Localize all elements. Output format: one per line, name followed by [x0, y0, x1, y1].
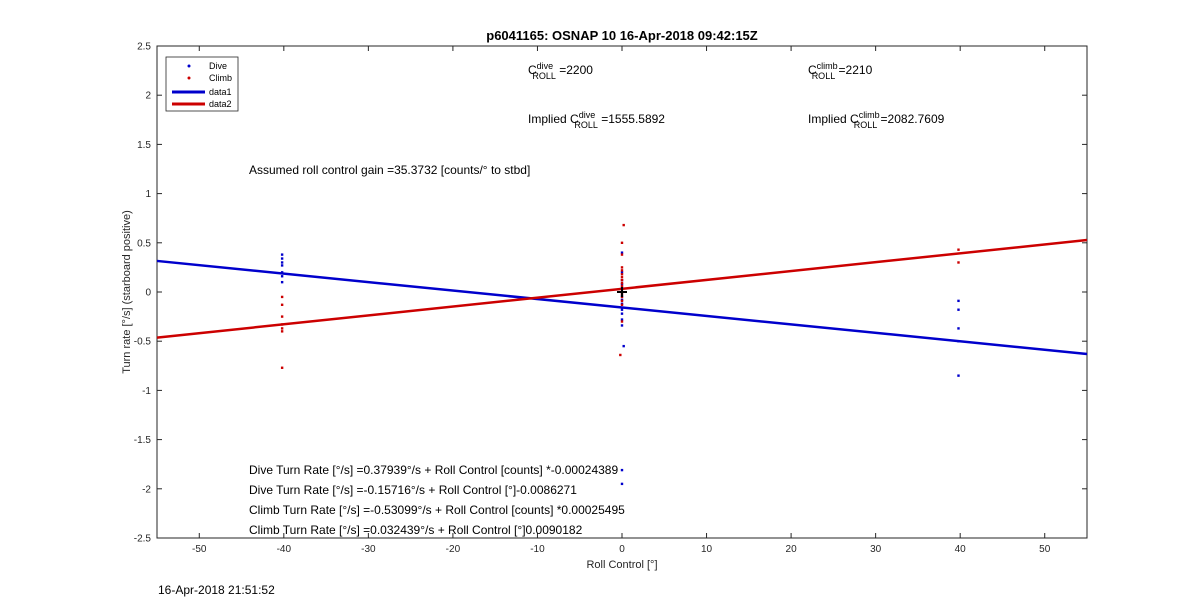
x-tick-label: 30 [870, 544, 882, 555]
y-tick-label: 1.5 [137, 140, 151, 151]
point-climb [957, 248, 960, 251]
point-dive [957, 327, 960, 330]
annotation-eq2: Dive Turn Rate [°/s] =-0.15716°/s + Roll… [249, 483, 577, 497]
point-climb [620, 241, 624, 244]
point-climb [957, 261, 960, 264]
x-tick-label: -30 [361, 544, 376, 555]
x-tick-label: -40 [277, 544, 292, 555]
annotation-c_climb: Cclimb ROLL =2210 [808, 61, 873, 81]
chart-title: p6041165: OSNAP 10 16-Apr-2018 09:42:15Z [486, 28, 758, 43]
point-dive [620, 271, 624, 274]
point-climb [280, 303, 284, 306]
x-tick-label: 20 [786, 544, 798, 555]
x-tick-label: -50 [192, 544, 207, 555]
point-dive [280, 275, 284, 278]
origin-marker [617, 287, 627, 297]
y-tick-label: 1 [145, 189, 151, 200]
annotation-gain: Assumed roll control gain =35.3732 [coun… [249, 163, 530, 177]
point-dive [280, 271, 284, 274]
legend-box [165, 56, 239, 112]
y-tick-label: 2.5 [137, 42, 151, 53]
x-tick-label: -10 [530, 544, 545, 555]
legend-climb-marker [187, 76, 191, 80]
data-points [280, 223, 960, 486]
point-climb [280, 366, 284, 369]
y-tick-label: 2 [145, 91, 151, 102]
point-dive [620, 318, 624, 321]
point-dive [280, 264, 284, 267]
point-climb [280, 330, 284, 333]
annotation-eq1: Dive Turn Rate [°/s] =0.37939°/s + Roll … [249, 463, 618, 477]
legend: Dive Climb data1 data2 [165, 56, 239, 112]
legend-dive-label: Dive [209, 61, 227, 71]
point-climb [620, 281, 624, 285]
point-climb [280, 315, 284, 318]
point-dive [620, 468, 624, 472]
y-tick-label: -1.5 [134, 435, 152, 446]
point-dive [280, 257, 284, 260]
legend-data1-label: data1 [209, 87, 232, 97]
legend-climb-label: Climb [209, 73, 232, 83]
axis-ticks: -50 -40 -30 -20 -10 0 10 20 30 40 50-2.5-2-1.5-1-0… [134, 42, 1087, 555]
point-dive [957, 299, 960, 303]
point-climb [620, 266, 624, 269]
y-tick-label: -1 [142, 386, 151, 397]
x-tick-label: 40 [955, 544, 967, 555]
annotation-c_dive: Cdive ROLL =2200 [528, 61, 593, 81]
point-dive [957, 340, 960, 343]
point-dive [620, 312, 624, 315]
point-dive [280, 261, 284, 264]
point-dive [620, 308, 624, 311]
x-tick-label: -20 [446, 544, 461, 555]
point-dive [280, 253, 284, 256]
annotation-eq4: Climb Turn Rate [°/s] =0.032439°/s + Rol… [249, 523, 583, 537]
point-climb [280, 295, 284, 299]
y-tick-label: 0.5 [137, 238, 151, 249]
point-dive [957, 374, 960, 377]
print-timestamp: 16-Apr-2018 21:51:52 [158, 583, 275, 597]
point-dive [280, 280, 284, 284]
point-dive [620, 324, 624, 327]
point-climb [620, 276, 624, 279]
annotation-implied_dive: Implied Cdive ROLL =1555.5892 [528, 110, 665, 130]
y-tick-label: -2 [142, 484, 151, 495]
point-climb [620, 299, 624, 303]
annotation-eq3: Climb Turn Rate [°/s] =-0.53099°/s + Rol… [249, 503, 625, 517]
point-climb [620, 253, 624, 256]
point-climb [280, 327, 284, 330]
point-dive [620, 251, 624, 254]
legend-dive-marker [187, 64, 191, 68]
annotations: Cdive ROLL =2200 Cclimb ROLL =2210 Implied C… [249, 61, 945, 537]
point-climb [620, 278, 624, 282]
y-tick-label: -0.5 [134, 337, 152, 348]
legend-data2-label: data2 [209, 99, 232, 109]
fit-line-data1 [156, 259, 1088, 356]
point-climb [620, 284, 624, 288]
annotation-implied_climb: Implied Cclimb ROLL =2082.7609 [808, 110, 945, 130]
point-dive [620, 482, 624, 486]
y-axis-label: Turn rate [°/s] (starboard positive) [121, 210, 133, 374]
x-tick-label: 0 [619, 544, 625, 555]
point-climb [620, 303, 624, 306]
point-climb [622, 223, 625, 227]
point-climb [620, 320, 624, 323]
x-tick-label: 50 [1039, 544, 1051, 555]
y-tick-label: 0 [145, 288, 151, 299]
y-tick-label: -2.5 [134, 534, 152, 545]
point-climb [620, 273, 624, 276]
x-tick-label: 10 [701, 544, 713, 555]
point-climb [619, 353, 622, 357]
point-dive [622, 344, 625, 348]
x-axis-label: Roll Control [°] [586, 559, 657, 571]
point-climb [280, 323, 284, 326]
point-dive [957, 308, 960, 311]
point-climb [620, 269, 624, 272]
